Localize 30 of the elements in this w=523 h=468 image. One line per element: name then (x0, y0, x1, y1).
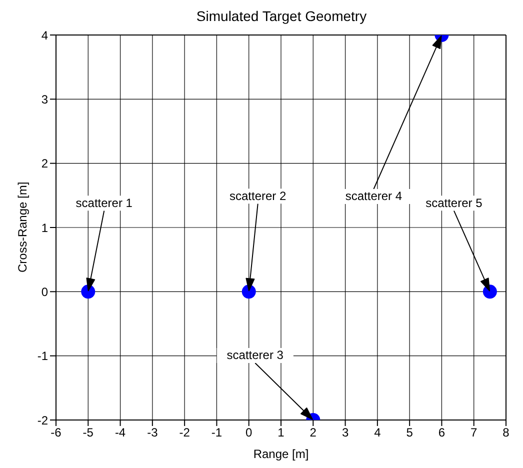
x-tick-label: 5 (406, 426, 414, 440)
y-axis-title: Cross-Range [m] (15, 182, 30, 272)
y-tick-label: 2 (41, 156, 48, 171)
chart-title: Simulated Target Geometry (195, 8, 368, 26)
y-tick-label: -2 (37, 413, 48, 428)
annotation: scatterer 4 (345, 189, 402, 204)
x-tick-label: 8 (502, 426, 510, 440)
x-tick-label: -4 (114, 426, 126, 440)
y-tick-label: 1 (41, 220, 48, 235)
x-tick-label: -2 (179, 426, 190, 440)
x-tick-label: 4 (374, 426, 382, 440)
annotation: scatterer 1 (76, 196, 133, 210)
x-tick-label: 6 (438, 426, 446, 440)
annotation: scatterer 3 (226, 348, 284, 362)
x-tick-label: 2 (310, 426, 317, 440)
x-tick-label: 0 (246, 426, 253, 440)
x-tick-label: -1 (211, 426, 222, 440)
x-tick-label: 7 (470, 426, 478, 440)
x-axis-title: Range [m] (253, 447, 309, 461)
y-tick-label: 4 (41, 28, 48, 42)
x-tick-label: -6 (50, 426, 62, 440)
y-tick-label: 0 (41, 284, 48, 299)
x-tick-label: -5 (82, 426, 94, 440)
annotation: scatterer 5 (426, 196, 483, 210)
y-tick-label: 3 (41, 92, 48, 106)
y-tick-label: -1 (37, 349, 48, 364)
x-tick-label: 1 (278, 426, 285, 440)
x-tick-label: 3 (342, 426, 349, 440)
annotation: scatterer 2 (230, 188, 287, 203)
x-tick-label: -3 (147, 426, 158, 440)
